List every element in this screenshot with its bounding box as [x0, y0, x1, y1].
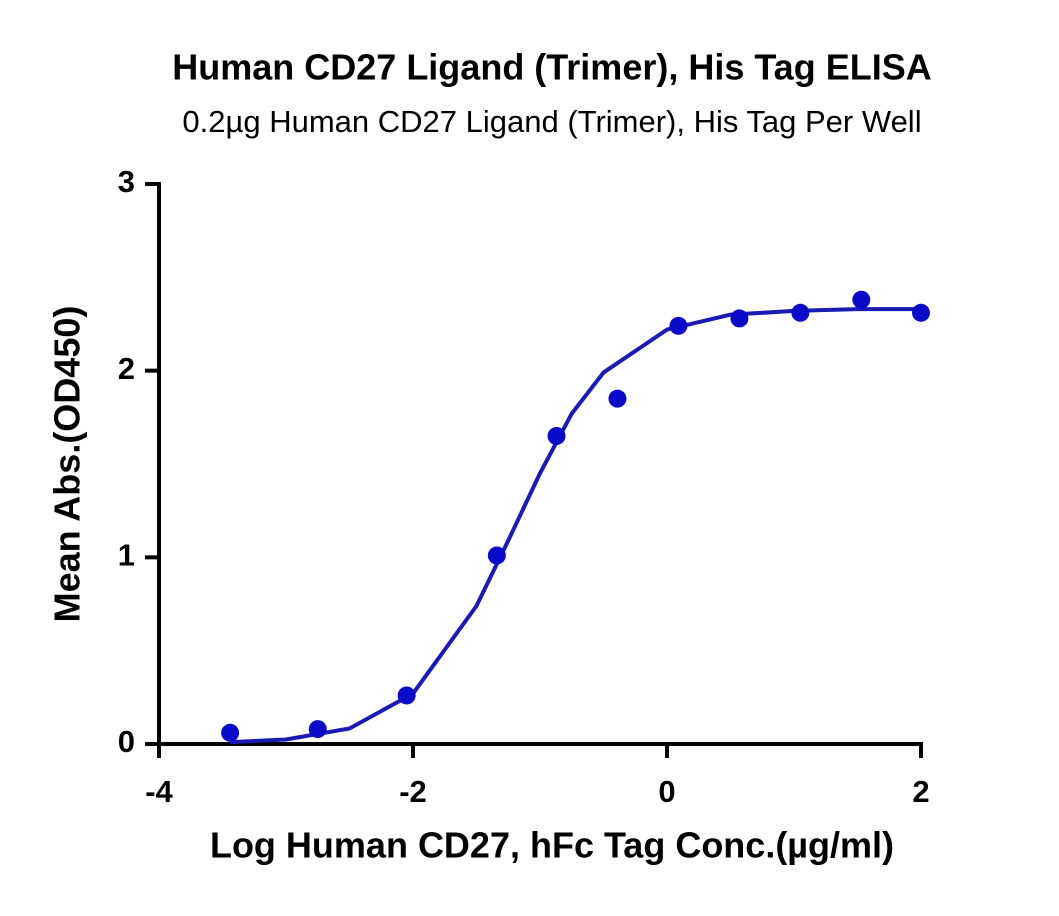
x-axis-label: Log Human CD27, hFc Tag Conc.(µg/ml)	[210, 825, 894, 866]
y-tick-label: 0	[118, 724, 135, 759]
y-tick-label: 2	[118, 351, 135, 386]
data-point	[221, 723, 240, 742]
data-point	[487, 546, 506, 565]
y-tick-label: 3	[118, 164, 135, 199]
data-point	[730, 309, 749, 328]
chart-title: Human CD27 Ligand (Trimer), His Tag ELIS…	[172, 47, 931, 88]
data-point	[397, 686, 416, 705]
data-point	[852, 290, 871, 309]
fit-curve	[230, 307, 921, 745]
y-tick-label: 1	[118, 538, 135, 573]
data-point	[912, 303, 930, 322]
data-point	[791, 303, 810, 322]
x-tick-label: -2	[399, 774, 427, 809]
data-point	[547, 427, 566, 445]
data-point	[608, 389, 627, 408]
x-tick-label: -4	[145, 774, 173, 809]
x-tick-label: 2	[912, 774, 929, 809]
data-point	[308, 720, 327, 739]
x-tick-label: 0	[658, 774, 675, 809]
data-point	[669, 316, 688, 335]
chart-subtitle: 0.2µg Human CD27 Ligand (Trimer), His Ta…	[182, 104, 921, 139]
y-axis-label: Mean Abs.(OD450)	[47, 306, 88, 623]
